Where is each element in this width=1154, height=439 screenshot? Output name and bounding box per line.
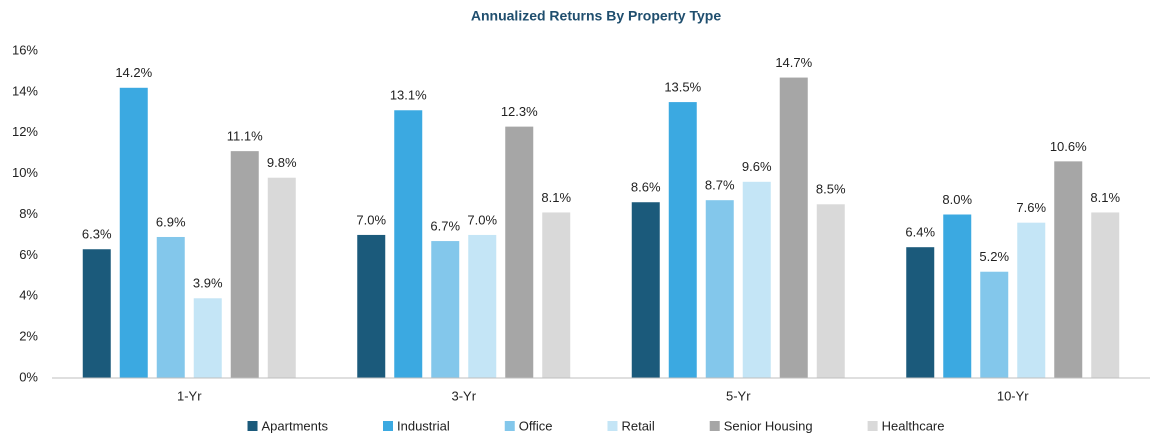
bar	[1054, 161, 1083, 378]
bar	[980, 271, 1009, 378]
legend-label: Office	[519, 418, 553, 433]
legend-label: Apartments	[262, 418, 329, 433]
bar	[82, 249, 111, 378]
y-tick-label: 8%	[19, 206, 38, 221]
bar	[357, 234, 386, 378]
value-label: 8.6%	[631, 180, 661, 195]
y-tick-label: 4%	[19, 288, 38, 303]
value-label: 8.0%	[942, 192, 972, 207]
value-label: 7.0%	[356, 212, 386, 227]
x-tick-label: 5-Yr	[726, 388, 751, 403]
value-label: 8.1%	[1090, 190, 1120, 205]
value-label: 8.1%	[541, 190, 571, 205]
value-label: 6.9%	[156, 214, 186, 229]
bar	[742, 181, 771, 378]
y-tick-label: 2%	[19, 329, 38, 344]
bar	[431, 241, 460, 378]
legend-swatch	[867, 421, 878, 431]
bar	[906, 247, 935, 378]
value-label: 6.4%	[905, 225, 935, 240]
value-label: 10.6%	[1050, 139, 1087, 154]
legend-label: Senior Housing	[724, 418, 813, 433]
legend-swatch	[383, 421, 393, 431]
value-label: 14.2%	[115, 65, 152, 80]
value-label: 6.7%	[430, 219, 460, 234]
x-tick-label: 1-Yr	[177, 388, 202, 403]
bar	[468, 234, 497, 378]
value-label: 6.3%	[82, 227, 112, 242]
x-tick-label: 10-Yr	[997, 388, 1029, 403]
y-tick-label: 14%	[12, 83, 38, 98]
bar	[542, 212, 571, 378]
chart-title: Annualized Returns By Property Type	[471, 8, 721, 24]
bar	[505, 126, 534, 379]
y-tick-label: 10%	[12, 165, 38, 180]
value-label: 14.7%	[775, 55, 812, 70]
y-tick-label: 12%	[12, 124, 38, 139]
bar	[816, 204, 845, 378]
value-label: 11.1%	[227, 129, 263, 144]
value-label: 9.6%	[742, 159, 772, 174]
value-label: 5.2%	[979, 249, 1009, 264]
x-tick-label: 3-Yr	[451, 388, 476, 403]
bar	[267, 177, 296, 378]
bar	[394, 110, 423, 379]
value-label: 8.5%	[816, 182, 846, 197]
y-tick-label: 16%	[12, 42, 38, 57]
value-label: 7.0%	[467, 212, 497, 227]
legend-swatch	[504, 421, 515, 431]
bar	[668, 102, 697, 378]
legend-swatch	[607, 421, 618, 431]
legend-label: Industrial	[397, 418, 450, 433]
bar	[779, 77, 808, 378]
bar	[943, 214, 972, 378]
legend-swatch	[709, 421, 720, 431]
bar	[119, 87, 148, 378]
legend-label: Healthcare	[882, 418, 945, 433]
value-label: 7.6%	[1016, 200, 1046, 215]
y-tick-label: 6%	[19, 247, 38, 262]
value-label: 8.7%	[705, 178, 735, 193]
legend-label: Retail	[621, 418, 654, 433]
bar	[1017, 222, 1046, 378]
value-label: 9.8%	[267, 155, 297, 170]
bar	[631, 202, 660, 378]
legend-swatch	[247, 421, 258, 431]
bar	[230, 151, 259, 378]
bar	[193, 298, 222, 378]
y-tick-label: 0%	[19, 369, 38, 384]
value-label: 12.3%	[501, 104, 538, 119]
bar	[705, 200, 734, 378]
value-label: 3.9%	[193, 276, 223, 291]
bar	[1091, 212, 1120, 378]
value-label: 13.1%	[390, 88, 427, 103]
value-label: 13.5%	[664, 80, 701, 95]
bar	[156, 236, 185, 378]
